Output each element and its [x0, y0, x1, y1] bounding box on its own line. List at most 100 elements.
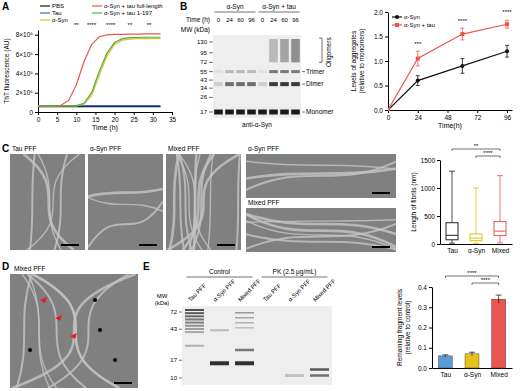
tick-label: Tau — [447, 247, 458, 254]
band — [258, 82, 267, 86]
mw-label: 17 — [170, 357, 177, 363]
group-label: Control — [209, 268, 231, 275]
significance: **** — [106, 22, 116, 28]
tick: 2×10⁵ — [16, 89, 38, 96]
mw-tick — [179, 378, 182, 379]
tick-label: 2.0 — [374, 9, 383, 16]
tick-mark — [76, 112, 77, 115]
band — [185, 315, 204, 317]
x-axis: Tauα-SynMixed — [441, 245, 513, 255]
band — [235, 317, 254, 319]
x-axis: Tauα-SynMixed — [433, 369, 513, 379]
image-title: Mixed PFF — [168, 145, 199, 152]
scale-bar — [61, 244, 79, 246]
group-label: PK (2.5 μg/mL) — [273, 268, 317, 276]
y-axis: 0.00.10.20.30.4 — [418, 284, 433, 372]
legend-line — [92, 5, 102, 6]
lane-label: Mixed PFF — [237, 278, 262, 303]
band — [185, 331, 204, 333]
tick: 1.5 — [374, 33, 388, 40]
legend-line — [92, 12, 102, 13]
y-axis: 0.00.51.01.52.0 — [374, 9, 389, 114]
band-label: Monomer — [306, 108, 334, 115]
tick-label: 0.5 — [374, 82, 383, 89]
whisker-cap — [497, 242, 503, 243]
tick-mark — [437, 216, 440, 217]
band — [235, 349, 254, 352]
tick-label: 0.3 — [418, 304, 427, 311]
mw-tick — [209, 80, 213, 81]
error-cap — [460, 39, 464, 40]
fibril — [48, 274, 129, 388]
scale-bar — [372, 246, 390, 248]
significance: ** — [474, 143, 479, 149]
fibril — [208, 154, 213, 250]
box — [494, 222, 506, 236]
fibril — [192, 154, 211, 250]
mw-label: 17 — [200, 109, 207, 115]
band — [214, 110, 223, 115]
tick: Tau — [447, 247, 458, 254]
tick: 20 — [111, 112, 119, 123]
tick: 48 — [444, 110, 452, 121]
tick-mark — [437, 188, 440, 189]
band-dash — [302, 71, 305, 72]
label: Time (h) — [186, 16, 210, 24]
tick-mark — [437, 160, 440, 161]
mw-label: 130 — [197, 39, 208, 45]
marker — [388, 108, 390, 111]
marker-dot — [28, 348, 32, 352]
band — [185, 325, 204, 327]
fibril — [246, 214, 396, 247]
arrow — [40, 297, 47, 303]
tick: 0.2 — [418, 324, 432, 331]
marker-dot — [113, 358, 117, 362]
tick-label: α-Syn — [468, 247, 486, 255]
tick-label: 30 — [150, 116, 158, 123]
tick: Mixed — [490, 371, 508, 378]
error-bar — [460, 59, 464, 74]
error-bar — [505, 45, 509, 57]
tick-mark — [385, 86, 388, 87]
group-line — [187, 277, 253, 278]
mw-label: 72 — [170, 309, 177, 315]
legend-label: α-Syn — [52, 17, 68, 23]
error-cap — [460, 28, 464, 29]
tick-label: 48 — [444, 114, 452, 121]
tick-label: Mixed — [490, 371, 508, 378]
legend-label: α-Syn — [404, 14, 420, 20]
fibril — [167, 154, 239, 250]
legend-label: PBS — [52, 3, 64, 9]
tick-mark — [429, 307, 432, 308]
label: MW (kDa) — [181, 26, 210, 34]
band — [269, 82, 278, 86]
significance: **** — [481, 277, 491, 283]
tick-mark — [95, 112, 96, 115]
band — [310, 374, 329, 377]
group-line — [259, 12, 300, 13]
fibril — [246, 169, 396, 179]
group-label: α-Syn + tau — [262, 3, 296, 11]
lane-label: α-Syn PFF — [287, 278, 312, 303]
legend: α-Syn α-Syn + tau — [392, 14, 435, 28]
tick: 35 — [169, 112, 177, 123]
tick: 0 — [431, 241, 440, 248]
error-cap — [460, 58, 464, 59]
bracket — [319, 38, 322, 62]
tick-mark — [429, 368, 432, 369]
tick-mark — [385, 37, 388, 38]
figure: 0510152025303502×10⁵4×10⁵6×10⁵8×10⁵Time … — [0, 0, 520, 391]
error-bar — [416, 76, 420, 86]
western-blot: α-Synα-Syn + tauTime (h)02460960246096MW… — [181, 3, 335, 129]
tick: 0.1 — [418, 344, 432, 351]
lane-label: α-Syn PFF — [212, 278, 237, 303]
tick-label: 10 — [73, 116, 81, 123]
legend-label: α-Syn + tau — [404, 22, 435, 28]
tick-label: 8×10⁵ — [16, 31, 34, 38]
tick: 0.4 — [418, 284, 432, 291]
blot-background — [213, 35, 301, 118]
tick-label: 0.1 — [418, 344, 427, 351]
em-background — [246, 154, 396, 198]
band — [185, 309, 204, 311]
mw-tick — [179, 312, 182, 313]
